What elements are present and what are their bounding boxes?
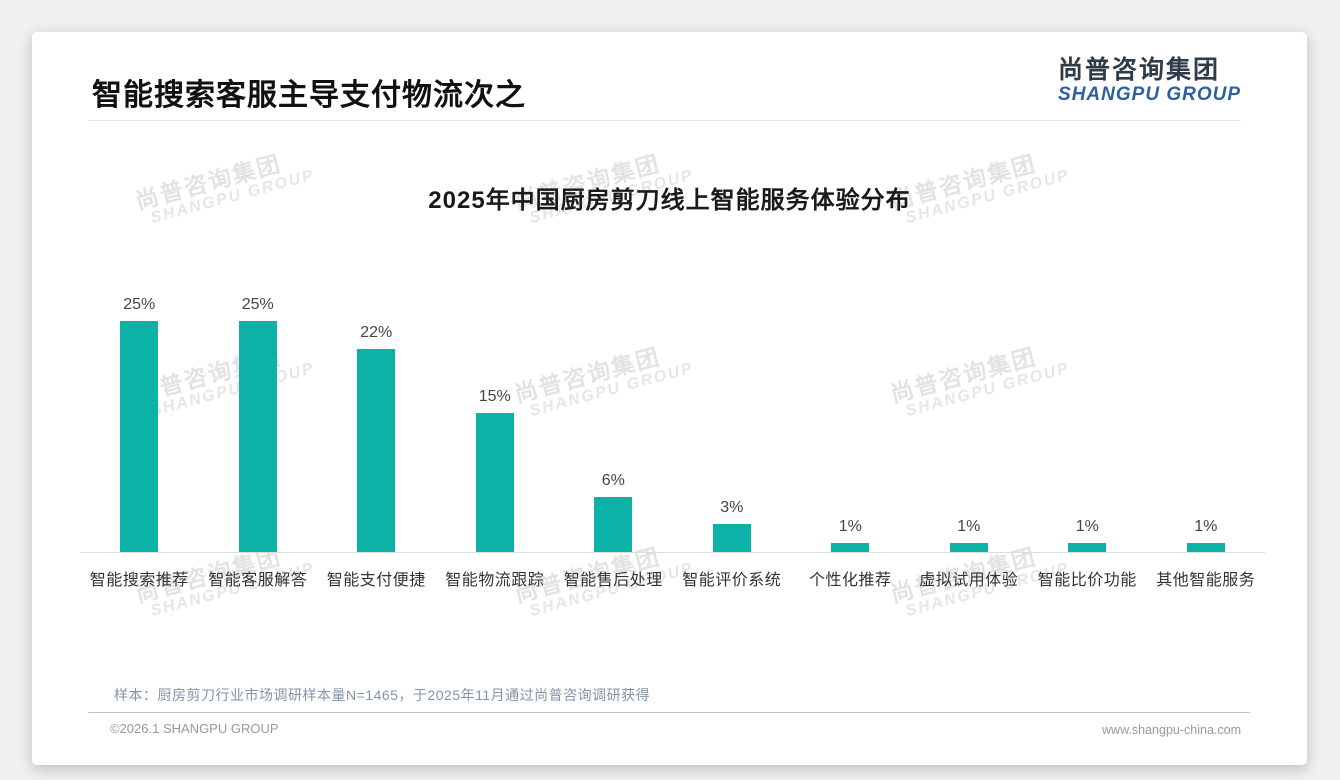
bar-column: 6%: [554, 280, 673, 552]
sample-note: 样本：厨房剪刀行业市场调研样本量N=1465，于2025年11月通过尚普咨询调研…: [114, 687, 651, 703]
bar-column: 25%: [80, 280, 199, 552]
bar: [1068, 542, 1107, 552]
bar: [120, 321, 159, 552]
x-axis-label: 智能支付便捷: [326, 572, 426, 589]
bar-value-label: 25%: [123, 296, 156, 313]
bar-column: 15%: [436, 280, 555, 552]
bar: [594, 496, 633, 552]
bar: [831, 542, 870, 552]
bar-value-label: 22%: [360, 323, 393, 341]
bar-column: 1%: [910, 280, 1029, 552]
x-axis-labels: 智能搜索推荐 智能客服解答 智能支付便捷 智能物流跟踪 智能售后处理 智能评价系统 个性化推…: [80, 566, 1265, 590]
company-logo: 尚普咨询集团 SHANGPU GROUP: [1058, 56, 1241, 106]
x-axis-label: 智能物流跟踪: [445, 572, 545, 589]
x-axis-label: 虚拟试用体验: [919, 572, 1019, 589]
bar-column: 3%: [673, 280, 792, 552]
page-title: 智能搜索客服主导支付物流次之: [92, 79, 526, 112]
bar-chart: 25% 25% 22% 15% 6% 3% 1% 1% 1% 1%: [80, 280, 1265, 552]
bar-value-label: 1%: [1194, 517, 1218, 535]
bar: [949, 542, 988, 552]
bar-value-label: 1%: [1075, 517, 1099, 535]
bar: [712, 524, 751, 552]
bar-value-label: 15%: [478, 388, 511, 406]
bar-value-label: 6%: [601, 471, 625, 489]
bar-column: 25%: [199, 280, 318, 552]
copyright-text: ©2026.1 SHANGPU GROUP: [110, 721, 279, 736]
chart-title: 2025年中国厨房剪刀线上智能服务体验分布: [428, 187, 911, 214]
footer-divider: [88, 712, 1250, 713]
header-divider: [88, 120, 1241, 121]
bar-value-label: 3%: [720, 499, 744, 517]
x-axis-label: 智能比价功能: [1037, 572, 1137, 589]
x-axis-label: 其他智能服务: [1156, 572, 1256, 589]
x-axis-label: 个性化推荐: [808, 572, 892, 589]
bar: [1186, 542, 1225, 552]
website-url: www.shangpu-china.com: [1102, 723, 1241, 737]
bar-column: 1%: [1028, 280, 1147, 552]
x-axis-label: 智能搜索推荐: [89, 572, 189, 589]
x-axis-label: 智能评价系统: [682, 572, 782, 589]
bar-column: 1%: [791, 280, 910, 552]
logo-english-text: SHANGPU GROUP: [1058, 84, 1241, 105]
slide-card: 尚普咨询集团 SHANGPU GROUP 尚普咨询集团 SHANGPU GROUP 尚普…: [32, 32, 1307, 765]
bar: [238, 321, 277, 552]
bar-value-label: 1%: [838, 517, 862, 535]
bar: [357, 348, 396, 552]
x-axis-label: 智能售后处理: [563, 572, 663, 589]
bar: [475, 413, 514, 552]
bar-column: 22%: [317, 280, 436, 552]
x-axis-label: 智能客服解答: [208, 572, 308, 589]
x-axis-line: [80, 552, 1265, 553]
bar-column: 1%: [1147, 280, 1266, 552]
bar-value-label: 25%: [241, 296, 274, 313]
logo-chinese-text: 尚普咨询集团: [1058, 56, 1221, 84]
bar-value-label: 1%: [957, 517, 981, 535]
